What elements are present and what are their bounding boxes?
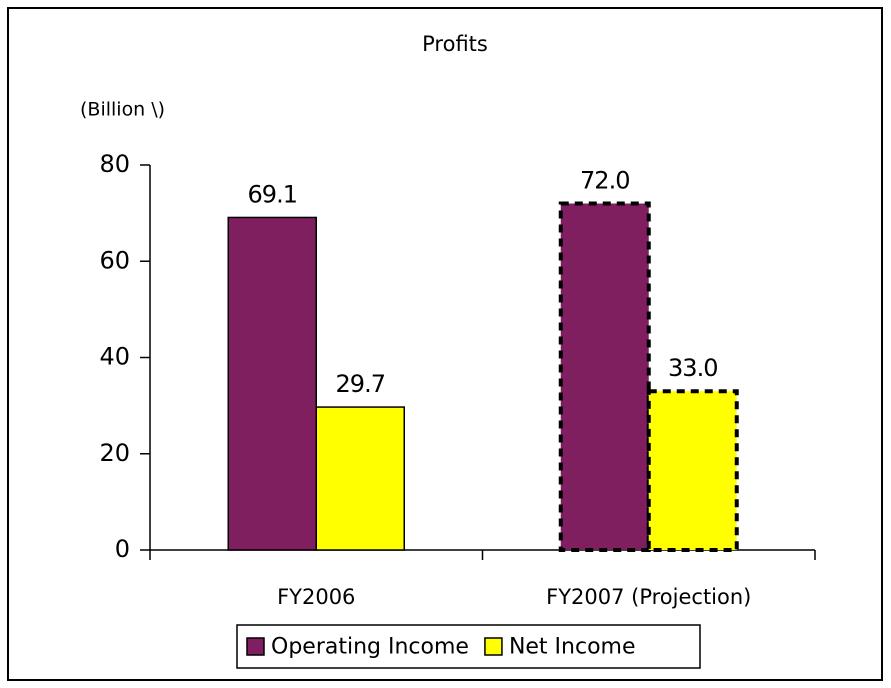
data-label: 33.0 [668, 354, 717, 382]
bar [227, 216, 317, 551]
legend-swatch [246, 637, 265, 656]
legend-box [236, 624, 701, 669]
y-tick-label: 0 [115, 535, 130, 563]
chart-frame [7, 7, 883, 681]
data-label: 69.1 [248, 180, 297, 208]
y-tick-label: 80 [99, 150, 130, 178]
y-tick-label: 40 [99, 343, 130, 371]
data-label: 29.7 [336, 370, 385, 398]
unit-label: (Billion \) [80, 99, 165, 121]
bar [558, 201, 651, 552]
legend-label: Operating Income [271, 635, 469, 660]
x-tick-label: FY2006 [277, 585, 355, 609]
y-tick-label: 60 [99, 246, 130, 274]
legend-label: Net Income [509, 635, 636, 660]
bar [646, 389, 739, 552]
legend-swatch [484, 637, 503, 656]
data-label: 72.0 [580, 167, 629, 195]
bar [315, 406, 405, 551]
x-tick-label: FY2007 (Projection) [546, 585, 751, 609]
chart-title: Profits [422, 32, 488, 56]
y-tick-label: 20 [99, 439, 130, 467]
